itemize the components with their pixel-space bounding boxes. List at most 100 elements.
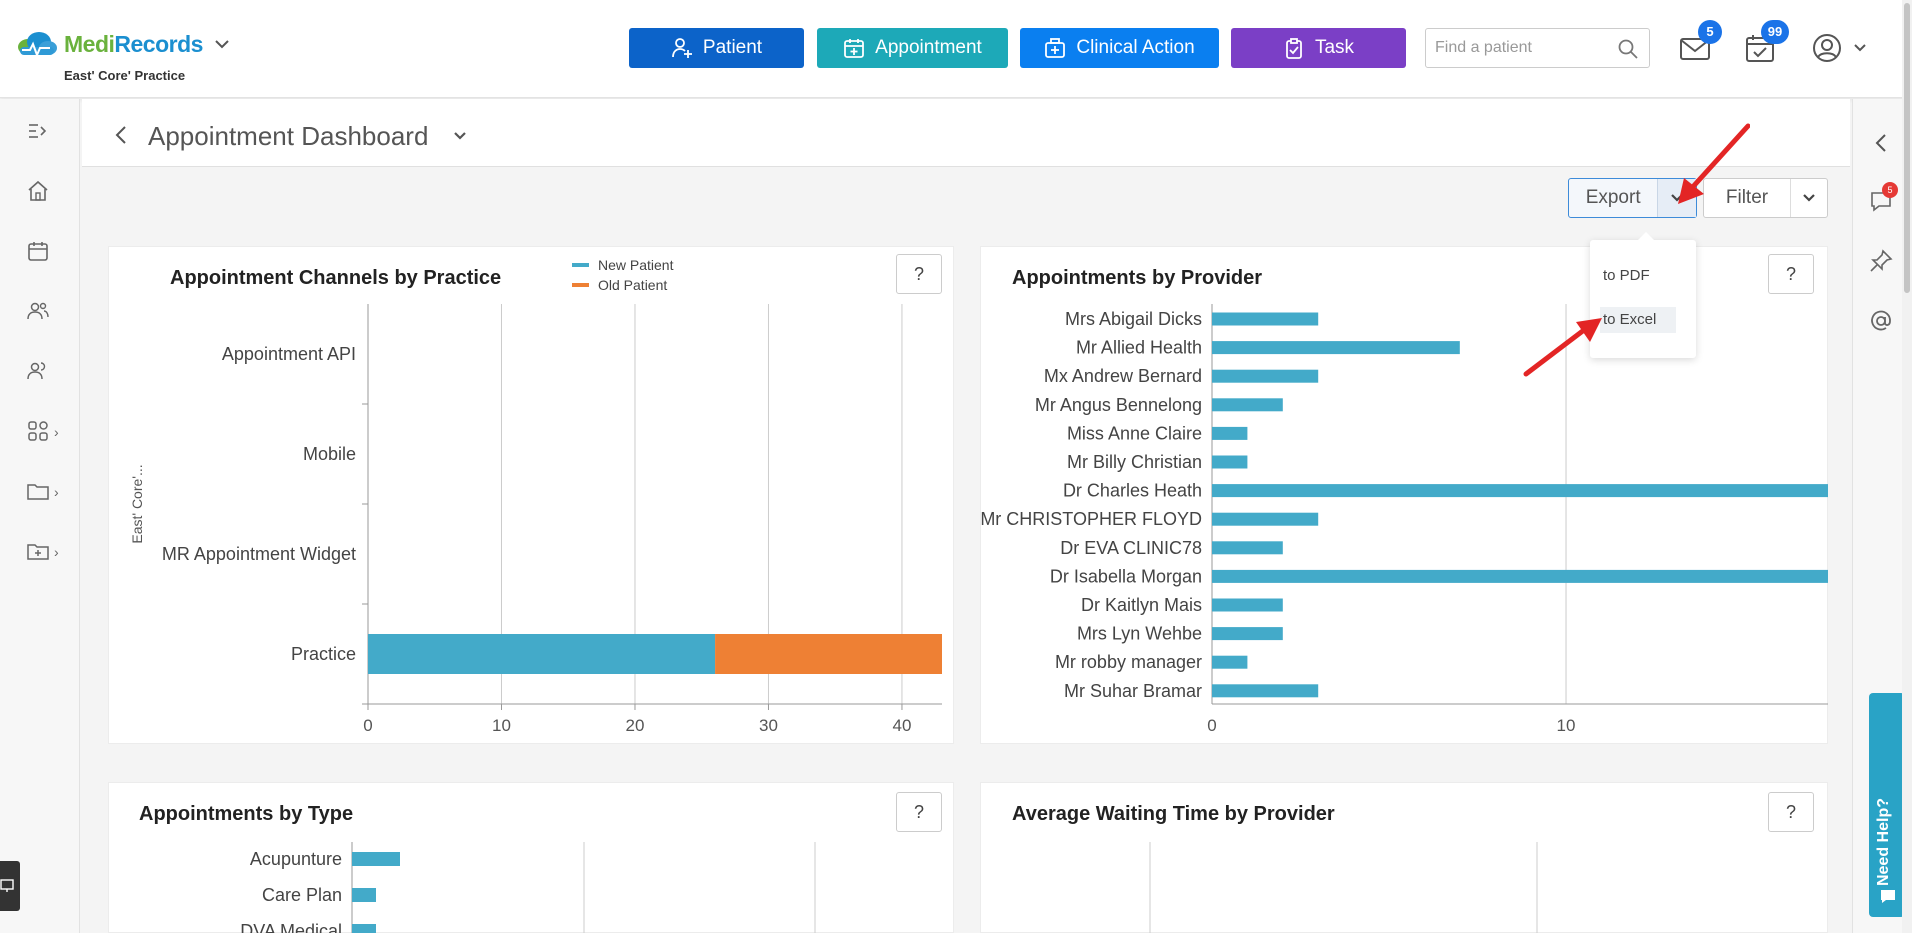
annotation-arrow: [1678, 123, 1750, 204]
x-tick-label: 0: [1207, 716, 1216, 735]
x-tick-label: 20: [626, 716, 645, 735]
bar: [1212, 627, 1283, 641]
chevron-down-icon: [1803, 194, 1815, 202]
brand-name-part2: Records: [114, 30, 203, 57]
channels-bar-chart: 0 10 20 30 40 Appointment API Mobile MR Appoint…: [129, 304, 942, 735]
legend-swatch: [572, 263, 589, 267]
bar: [1212, 369, 1319, 383]
y-tick-label: Mrs Lyn Wehbe: [1077, 624, 1202, 644]
search-icon[interactable]: [1617, 38, 1639, 60]
type-help-button[interactable]: ?: [896, 792, 942, 832]
apps-icon: [28, 421, 48, 441]
annotation-arrow: [1523, 318, 1602, 377]
sidebar-item-apps[interactable]: ›: [26, 419, 60, 447]
pin-icon[interactable]: [1867, 247, 1895, 275]
waiting-time-help-button[interactable]: ?: [1768, 792, 1814, 832]
bar: [1212, 569, 1828, 583]
waiting-time-chart-card: [980, 782, 1828, 933]
chevron-down-icon[interactable]: [1853, 42, 1867, 54]
bar: [352, 852, 400, 866]
clinical-action-button[interactable]: Clinical Action: [1020, 28, 1219, 68]
sidebar-expand[interactable]: [26, 119, 60, 147]
mail-icon[interactable]: [1678, 32, 1712, 64]
bar: [1212, 312, 1319, 326]
brand-name-part1: Medi: [64, 30, 115, 57]
new-patient-button[interactable]: Patient: [629, 28, 804, 68]
sidebar-item-folder[interactable]: ›: [26, 479, 60, 507]
channels-help-button[interactable]: ?: [896, 254, 942, 294]
user-avatar-icon[interactable]: [1810, 32, 1844, 64]
page-header: Appointment Dashboard: [82, 99, 1850, 167]
bar: [1212, 341, 1460, 355]
clipboard-check-icon: [1286, 38, 1302, 59]
bar: [1212, 541, 1283, 555]
bar: [1212, 684, 1319, 698]
brand-logo[interactable]: MediRecords: [14, 30, 231, 58]
legend-swatch: [572, 283, 589, 287]
need-help-button[interactable]: Need Help?: [1869, 693, 1905, 917]
page-title[interactable]: Appointment Dashboard: [148, 121, 429, 151]
legend-item-new-patient: New Patient: [572, 255, 673, 275]
y-tick-label: Miss Anne Claire: [1067, 423, 1202, 443]
y-tick-label: Acupunture: [250, 849, 342, 869]
provider-help-button[interactable]: ?: [1768, 254, 1814, 294]
home-icon: [28, 180, 48, 201]
bar: [715, 634, 942, 674]
need-help-label: Need Help?: [1875, 798, 1892, 887]
new-task-button[interactable]: Task: [1231, 28, 1406, 68]
patient-search: [1425, 28, 1650, 68]
expand-menu-icon: [29, 124, 47, 138]
legend-label: New Patient: [598, 257, 674, 273]
chevron-down-icon[interactable]: [213, 35, 231, 53]
y-tick-label: Appointment API: [222, 344, 356, 364]
chevron-down-icon[interactable]: [452, 129, 468, 143]
channels-legend: New Patient Old Patient: [572, 255, 673, 295]
waiting-time-chart-grid: [1149, 842, 1538, 933]
bar: [1212, 598, 1283, 612]
new-patient-label: Patient: [702, 37, 763, 58]
x-tick-label: 0: [363, 716, 372, 735]
filter-button[interactable]: Filter: [1704, 179, 1791, 217]
new-task-label: Task: [1314, 37, 1355, 58]
y-tick-label: Mrs Abigail Dicks: [1065, 309, 1202, 329]
y-tick-label: Dr Charles Heath: [1063, 481, 1202, 501]
users-group-icon: [27, 302, 49, 320]
sidebar-item-add-folder[interactable]: ›: [26, 539, 60, 567]
at-sign-icon[interactable]: [1867, 307, 1895, 335]
brand-name: MediRecords: [64, 31, 203, 58]
new-appointment-button[interactable]: Appointment: [817, 28, 1008, 68]
scrollbar-thumb[interactable]: [1904, 3, 1910, 293]
y-tick-label: Dr Isabella Morgan: [1050, 566, 1202, 586]
bar: [1212, 455, 1248, 469]
legend-label: Old Patient: [598, 277, 668, 293]
sidebar-item-calendar[interactable]: [26, 239, 60, 267]
y-tick-label: DVA Medical: [240, 921, 342, 933]
practice-name: East' Core' Practice: [64, 68, 186, 83]
collapsed-panel-tab[interactable]: [0, 861, 20, 911]
medical-kit-icon: [1045, 38, 1066, 58]
chat-bubble-icon: [1881, 890, 1895, 903]
sidebar-item-contacts[interactable]: [26, 359, 60, 387]
waiting-time-chart-title: Average Waiting Time by Provider: [1012, 803, 1335, 825]
bar: [368, 634, 716, 674]
search-input[interactable]: [1426, 29, 1606, 67]
x-tick-label: 30: [759, 716, 778, 735]
export-to-pdf[interactable]: to PDF: [1603, 267, 1650, 284]
sidebar-item-patients[interactable]: [26, 299, 60, 327]
sidebar-item-home[interactable]: [26, 179, 60, 207]
chevron-left-icon[interactable]: [1867, 129, 1895, 157]
x-tick-label: 40: [892, 716, 911, 735]
page-scrollbar[interactable]: [1902, 0, 1912, 933]
y-tick-label: Mr Allied Health: [1076, 338, 1202, 358]
filter-dropdown-toggle[interactable]: [1791, 179, 1827, 217]
export-button[interactable]: Export: [1569, 179, 1659, 217]
back-chevron-icon[interactable]: [112, 125, 130, 145]
bar: [1212, 398, 1283, 412]
y-tick-label: Mobile: [303, 444, 356, 464]
export-dropdown-menu: to PDF to Excel: [1590, 232, 1696, 358]
bar: [1212, 426, 1248, 440]
y-tick-label: Mr Angus Bennelong: [1035, 395, 1202, 415]
export-to-excel[interactable]: to Excel: [1600, 307, 1676, 333]
left-sidebar: › › ›: [0, 99, 80, 933]
bar: [1212, 512, 1319, 526]
